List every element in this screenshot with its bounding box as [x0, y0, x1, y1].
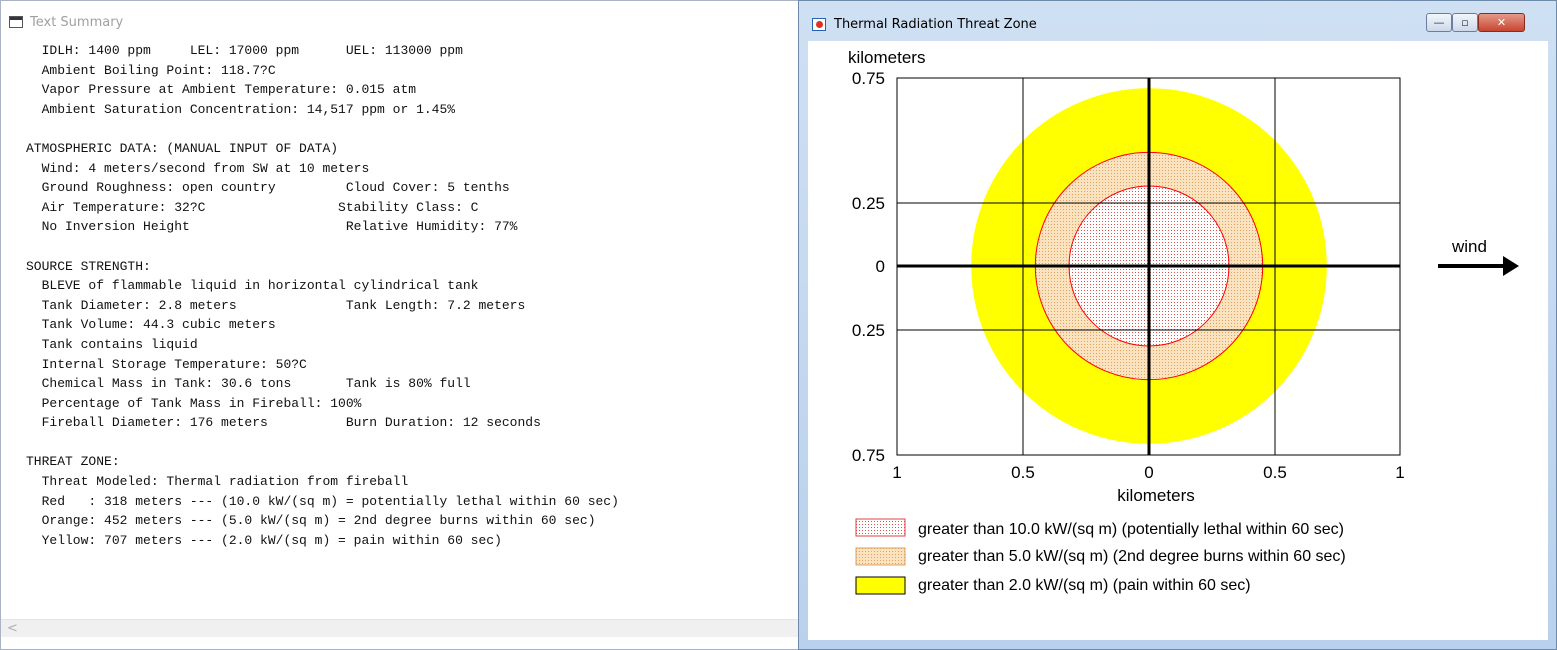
x-tick-label: 1	[1395, 463, 1404, 482]
x-axis-title: kilometers	[1117, 486, 1194, 505]
y-tick-label: 0	[876, 257, 885, 276]
legend-label-yellow: greater than 2.0 kW/(sq m) (pain within …	[918, 577, 1251, 594]
summary-line: No Inversion Height Relative Humidity: 7…	[26, 219, 518, 235]
maximize-button[interactable]: ▫	[1452, 13, 1478, 32]
summary-line: Internal Storage Temperature: 50?C	[26, 356, 307, 372]
window-app-icon	[9, 16, 23, 28]
summary-line: Threat Modeled: Thermal radiation from f…	[26, 474, 409, 490]
x-tick-label: 0.5	[1263, 463, 1287, 482]
summary-line: BLEVE of flammable liquid in horizontal …	[26, 278, 479, 294]
minimize-button[interactable]: —	[1426, 13, 1452, 32]
summary-line: IDLH: 1400 ppm LEL: 17000 ppm UEL: 11300…	[26, 43, 463, 58]
summary-line: Orange: 452 meters --- (5.0 kW/(sq m) = …	[26, 513, 596, 529]
summary-line: Tank Diameter: 2.8 meters Tank Length: 7…	[26, 297, 526, 313]
y-tick-label: 0.25	[852, 194, 885, 213]
y-tick-label: 0.75	[852, 446, 885, 465]
x-tick-label: 0	[1144, 463, 1153, 482]
window-bottom-border	[1, 637, 799, 649]
summary-line: ATMOSPHERIC DATA: (MANUAL INPUT OF DATA)	[26, 140, 339, 156]
summary-line: Ambient Boiling Point: 118.7?C	[26, 62, 276, 78]
text-summary-title: Text Summary	[30, 14, 124, 30]
summary-line: Yellow: 707 meters --- (2.0 kW/(sq m) = …	[26, 532, 502, 548]
threat-zone-titlebar[interactable]: Thermal Radiation Threat Zone — ▫ ✕	[799, 1, 1556, 41]
y-tick-label: 0.25	[852, 321, 885, 340]
wind-arrow-icon	[1503, 256, 1519, 276]
threat-app-icon	[812, 18, 826, 31]
legend-label-orange: greater than 5.0 kW/(sq m) (2nd degree b…	[918, 548, 1346, 565]
summary-line: Tank contains liquid	[26, 336, 198, 352]
y-tick-labels: 0.75 0.25 0 0.25 0.75	[852, 69, 885, 465]
summary-line: Tank Volume: 44.3 cubic meters	[26, 317, 276, 333]
summary-line: Fireball Diameter: 176 meters Burn Durat…	[26, 415, 541, 431]
summary-blank-line	[26, 433, 794, 453]
text-summary-titlebar[interactable]: Text Summary	[1, 9, 798, 35]
summary-line: Percentage of Tank Mass in Fireball: 100…	[26, 395, 362, 411]
summary-line: Ambient Saturation Concentration: 14,517…	[26, 101, 456, 117]
threat-zone-title: Thermal Radiation Threat Zone	[834, 17, 1037, 32]
threat-zone-plot-area: kilometers kilometers 0.75 0.25 0 0.25 0.75 …	[808, 41, 1548, 640]
y-axis-title: kilometers	[848, 48, 925, 67]
wind-label: wind	[1451, 237, 1487, 256]
text-summary-content: IDLH: 1400 ppm LEL: 17000 ppm UEL: 11300…	[26, 41, 794, 619]
legend-swatch-red	[855, 518, 906, 537]
summary-line: Wind: 4 meters/second from SW at 10 mete…	[26, 160, 370, 176]
x-tick-labels: 1 0.5 0 0.5 1	[892, 463, 1404, 482]
threat-zone-window: Thermal Radiation Threat Zone — ▫ ✕	[798, 0, 1557, 650]
y-tick-label: 0.75	[852, 69, 885, 88]
summary-line: SOURCE STRENGTH:	[26, 258, 151, 274]
legend-label-red: greater than 10.0 kW/(sq m) (potentially…	[918, 521, 1344, 538]
legend-swatch-orange	[855, 547, 906, 566]
summary-line: Chemical Mass in Tank: 30.6 tons Tank is…	[26, 376, 471, 392]
summary-line: Vapor Pressure at Ambient Temperature: 0…	[26, 82, 417, 98]
summary-line: THREAT ZONE:	[26, 454, 120, 470]
x-tick-label: 1	[892, 463, 901, 482]
summary-line: Air Temperature: 32?C Stability Class: C	[26, 199, 479, 215]
scroll-left-arrow-icon[interactable]: <	[7, 621, 18, 636]
legend-swatch-yellow	[855, 576, 906, 595]
summary-line: Red : 318 meters --- (10.0 kW/(sq m) = p…	[26, 493, 619, 509]
summary-blank-line	[26, 119, 794, 139]
horizontal-scrollbar[interactable]: <	[1, 619, 799, 637]
threat-zone-plot: kilometers kilometers 0.75 0.25 0 0.250.75 …	[848, 48, 1519, 595]
text-summary-window: Text Summary IDLH: 1400 ppm LEL: 17000 p…	[0, 0, 799, 650]
x-tick-label: 0.5	[1011, 463, 1035, 482]
summary-line: Ground Roughness: open country Cloud Cov…	[26, 180, 510, 196]
close-button[interactable]: ✕	[1478, 13, 1525, 32]
summary-blank-line	[26, 237, 794, 257]
